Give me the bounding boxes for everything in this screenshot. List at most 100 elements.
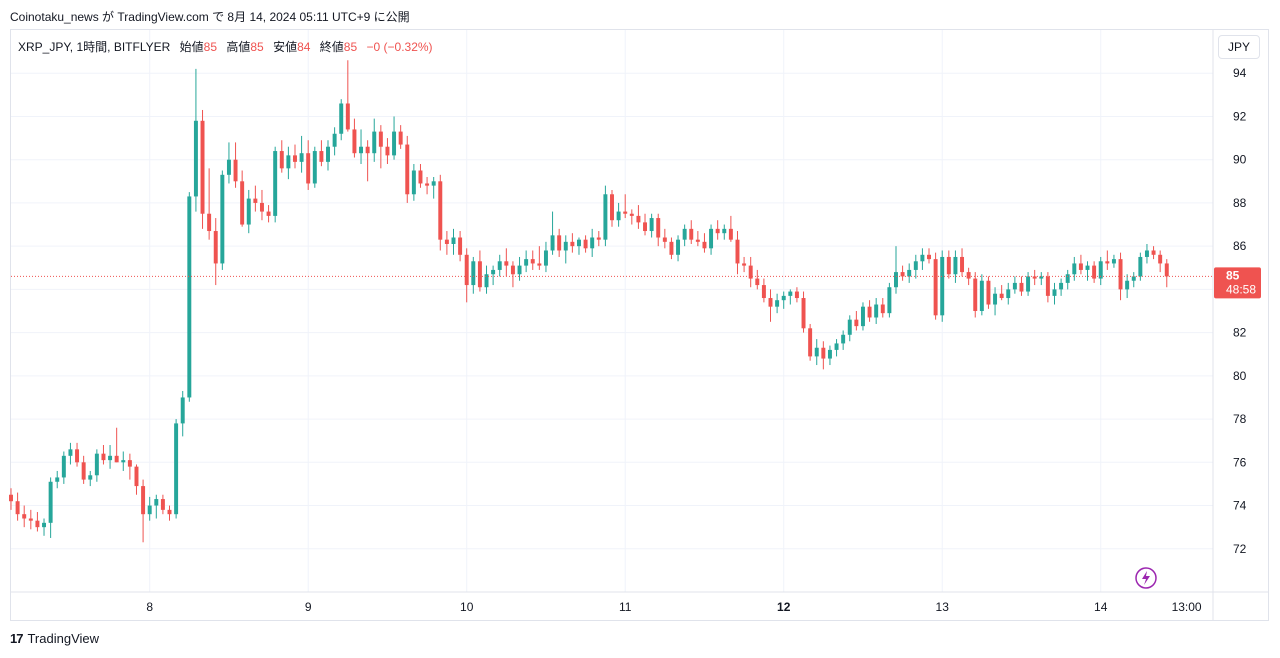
candle-body — [768, 298, 773, 307]
candle-up — [411, 164, 416, 201]
candle-down — [1019, 276, 1024, 296]
candle-down — [880, 298, 885, 318]
candle-body — [999, 293, 1004, 299]
candle-down — [259, 189, 264, 221]
candle-body — [306, 153, 311, 184]
candle-down — [900, 265, 905, 281]
high-value: 85 — [250, 40, 264, 54]
candle-down — [999, 285, 1004, 301]
candle-body — [682, 228, 687, 240]
candle-down — [636, 205, 641, 229]
candle-body — [167, 509, 172, 515]
candle-body — [596, 237, 601, 240]
candle-body — [643, 222, 648, 232]
candle-body — [821, 347, 826, 359]
candle-down — [200, 109, 205, 229]
candle-body — [557, 235, 562, 251]
candle-body — [940, 256, 945, 316]
chart-pane[interactable] — [10, 29, 1269, 621]
candle-body — [880, 304, 885, 314]
candle-down — [867, 300, 872, 322]
candle-up — [326, 140, 330, 171]
candle-up — [1131, 272, 1136, 288]
candle-body — [1092, 265, 1097, 279]
candle-body — [570, 241, 575, 247]
candle-up — [616, 202, 621, 227]
candle-body — [702, 241, 707, 249]
y-tick-label: 94 — [1233, 66, 1247, 80]
candle-up — [220, 170, 225, 270]
candle-body — [1111, 259, 1116, 264]
open-label: 始値 — [179, 40, 204, 54]
candle-up — [517, 256, 522, 281]
candle-down — [748, 256, 753, 288]
candle-up — [682, 224, 687, 247]
candle-body — [372, 131, 377, 154]
currency-button[interactable]: JPY — [1218, 35, 1260, 59]
candle-up — [392, 116, 397, 160]
candle-down — [160, 494, 165, 515]
candle-body — [1012, 282, 1017, 290]
candle-body — [352, 129, 357, 154]
candle-up — [563, 235, 568, 264]
y-tick-label: 92 — [1233, 109, 1247, 123]
candle-up — [1039, 272, 1044, 286]
candle-body — [378, 131, 383, 147]
candle-up — [775, 293, 780, 314]
candle-up — [187, 192, 192, 402]
candle-body — [365, 146, 370, 154]
lightning-icon[interactable] — [1135, 567, 1157, 589]
candle-down — [695, 231, 700, 247]
change-value: −0 (−0.32%) — [366, 40, 433, 54]
candle-body — [1164, 263, 1169, 277]
candle-body — [755, 278, 760, 286]
candle-down — [801, 291, 806, 333]
candle-body — [22, 514, 27, 519]
candle-body — [28, 518, 33, 521]
candle-body — [504, 261, 509, 266]
candle-down — [537, 246, 542, 270]
tradingview-logo-icon: 17 — [10, 631, 24, 646]
candle-body — [887, 287, 892, 314]
y-tick-label: 72 — [1233, 542, 1247, 556]
y-tick-label: 88 — [1233, 196, 1247, 210]
candle-body — [603, 194, 608, 240]
candle-down — [610, 189, 614, 227]
x-tick-label: 13 — [936, 600, 950, 614]
candle-body — [1105, 261, 1110, 264]
candle-up — [524, 250, 529, 273]
candle-up — [339, 99, 344, 141]
candle-up — [61, 451, 66, 484]
candle-body — [200, 120, 205, 214]
candle-down — [293, 144, 297, 169]
candle-up — [543, 241, 548, 273]
candle-down — [1118, 252, 1123, 301]
candle-up — [48, 477, 53, 538]
candle-down — [570, 233, 575, 253]
candle-down — [81, 455, 86, 484]
candle-body — [715, 228, 720, 234]
candle-body — [1065, 274, 1070, 283]
candle-body — [339, 103, 344, 134]
candle-body — [788, 291, 793, 296]
candle-body — [121, 460, 126, 463]
candle-body — [689, 228, 694, 240]
candle-body — [312, 151, 317, 184]
candle-down — [458, 231, 463, 262]
candle-body — [1151, 250, 1156, 255]
candle-up — [550, 211, 555, 255]
candle-body — [398, 131, 403, 145]
candle-up — [299, 135, 304, 173]
price-badge — [1214, 267, 1261, 299]
candle-body — [530, 259, 535, 264]
x-tick-label: 11 — [619, 600, 632, 614]
candle-body — [920, 254, 925, 262]
candle-down — [643, 213, 648, 236]
x-tick-label: 10 — [460, 600, 474, 614]
candle-body — [75, 449, 80, 463]
candle-down — [1032, 269, 1037, 286]
candle-up — [1026, 272, 1031, 296]
candle-down — [530, 250, 535, 270]
candle-body — [101, 453, 106, 461]
